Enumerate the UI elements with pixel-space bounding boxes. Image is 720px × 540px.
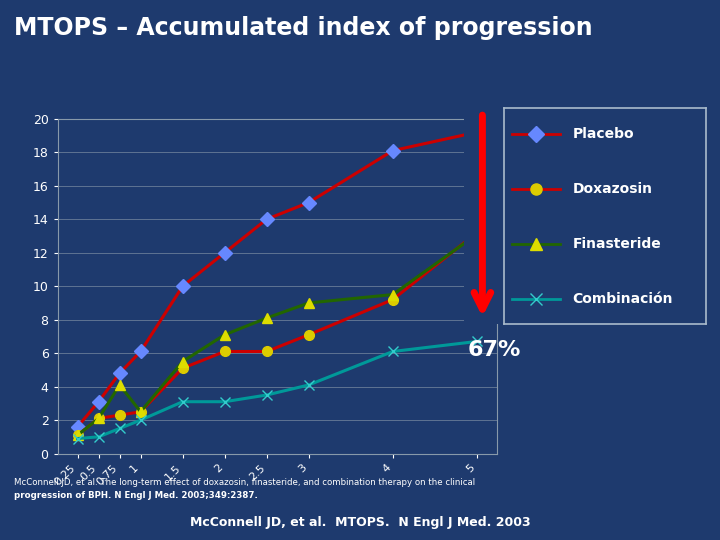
Text: Combinación: Combinación bbox=[572, 292, 673, 306]
Text: Placebo: Placebo bbox=[572, 127, 634, 141]
Text: MTOPS – Accumulated index of progression: MTOPS – Accumulated index of progression bbox=[14, 16, 593, 40]
Text: Finasteride: Finasteride bbox=[572, 237, 661, 251]
Text: progression of BPH. N Engl J Med. 2003;349:2387.: progression of BPH. N Engl J Med. 2003;3… bbox=[14, 491, 258, 501]
Text: McConnell JD, et al.  MTOPS.  N Engl J Med. 2003: McConnell JD, et al. MTOPS. N Engl J Med… bbox=[189, 516, 531, 529]
Text: 67%: 67% bbox=[468, 340, 521, 360]
Text: Doxazosin: Doxazosin bbox=[572, 182, 652, 196]
Text: McConnell JD, et al. The long-term effect of doxazosin, finasteride, and combina: McConnell JD, et al. The long-term effec… bbox=[14, 478, 475, 487]
